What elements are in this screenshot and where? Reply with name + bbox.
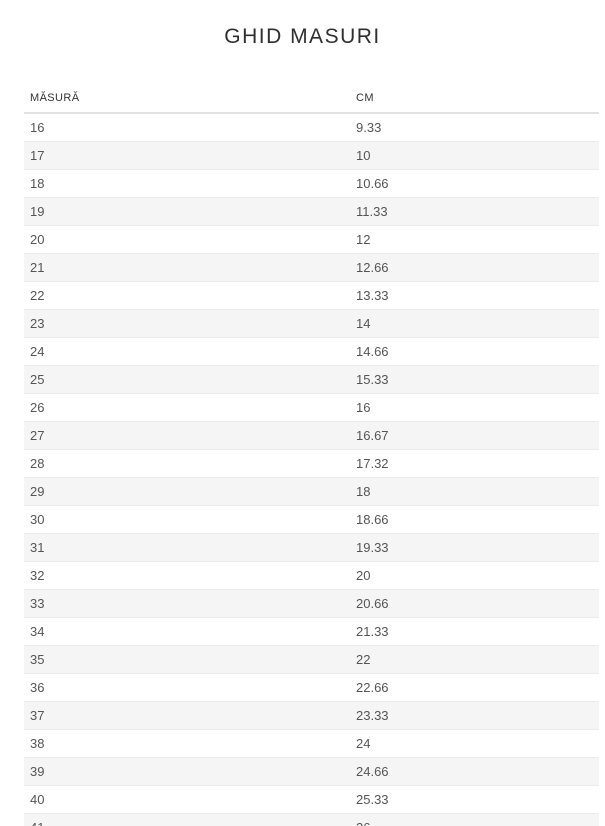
size-cell: 22 xyxy=(24,281,350,310)
cm-cell: 22.66 xyxy=(350,673,599,702)
cm-cell: 12 xyxy=(350,225,599,254)
cm-cell: 17.32 xyxy=(350,449,599,478)
cm-cell: 11.33 xyxy=(350,197,599,226)
cm-cell: 16.67 xyxy=(350,421,599,450)
table-row: 28 17.32 xyxy=(24,449,599,478)
cm-cell: 23.33 xyxy=(350,701,599,730)
size-cell: 25 xyxy=(24,365,350,394)
cm-cell: 25.33 xyxy=(350,785,599,814)
cm-cell: 20.66 xyxy=(350,589,599,618)
cm-cell: 14 xyxy=(350,309,599,338)
column-header-masura: MĂSURĂ xyxy=(24,92,350,114)
size-guide-table: MĂSURĂ CM 16 9.33 17 10 18 10.66 19 11.33 20 12 21… xyxy=(24,92,599,826)
table-row: 19 11.33 xyxy=(24,197,599,226)
cm-cell: 14.66 xyxy=(350,337,599,366)
cm-cell: 22 xyxy=(350,645,599,674)
cm-cell: 12.66 xyxy=(350,253,599,282)
size-guide-table-header: MĂSURĂ CM xyxy=(24,92,599,114)
size-cell: 41 xyxy=(24,813,350,826)
table-row: 40 25.33 xyxy=(24,785,599,814)
cm-cell: 18 xyxy=(350,477,599,506)
table-row: 24 14.66 xyxy=(24,337,599,366)
size-cell: 31 xyxy=(24,533,350,562)
table-row: 34 21.33 xyxy=(24,617,599,646)
size-cell: 40 xyxy=(24,785,350,814)
size-cell: 39 xyxy=(24,757,350,786)
cm-cell: 10.66 xyxy=(350,169,599,198)
size-cell: 20 xyxy=(24,225,350,254)
column-header-cm: CM xyxy=(350,92,599,114)
cm-cell: 15.33 xyxy=(350,365,599,394)
size-cell: 19 xyxy=(24,197,350,226)
size-cell: 37 xyxy=(24,701,350,730)
table-row: 18 10.66 xyxy=(24,169,599,198)
table-row: 26 16 xyxy=(24,393,599,422)
size-cell: 32 xyxy=(24,561,350,590)
size-cell: 35 xyxy=(24,645,350,674)
table-row: 25 15.33 xyxy=(24,365,599,394)
table-row: 20 12 xyxy=(24,225,599,254)
table-row: 21 12.66 xyxy=(24,253,599,282)
table-row: 27 16.67 xyxy=(24,421,599,450)
table-row: 32 20 xyxy=(24,561,599,590)
cm-cell: 24 xyxy=(350,729,599,758)
table-row: 29 18 xyxy=(24,477,599,506)
table-row: 23 14 xyxy=(24,309,599,338)
cm-cell: 19.33 xyxy=(350,533,599,562)
size-guide-table-body: 16 9.33 17 10 18 10.66 19 11.33 20 12 21 12.66 22 13.… xyxy=(24,113,599,826)
cm-cell: 18.66 xyxy=(350,505,599,534)
table-row: 35 22 xyxy=(24,645,599,674)
cm-cell: 20 xyxy=(350,561,599,590)
size-cell: 28 xyxy=(24,449,350,478)
size-cell: 16 xyxy=(24,113,350,142)
cm-cell: 16 xyxy=(350,393,599,422)
size-cell: 29 xyxy=(24,477,350,506)
size-cell: 26 xyxy=(24,393,350,422)
size-cell: 36 xyxy=(24,673,350,702)
table-row: 30 18.66 xyxy=(24,505,599,534)
size-cell: 17 xyxy=(24,141,350,170)
header-row: MĂSURĂ CM xyxy=(24,92,599,114)
size-cell: 38 xyxy=(24,729,350,758)
table-row: 38 24 xyxy=(24,729,599,758)
size-cell: 18 xyxy=(24,169,350,198)
size-cell: 33 xyxy=(24,589,350,618)
table-row: 17 10 xyxy=(24,141,599,170)
table-row: 4126 xyxy=(24,813,599,826)
cm-cell: 26 xyxy=(350,813,599,826)
table-row: 22 13.33 xyxy=(24,281,599,310)
size-cell: 30 xyxy=(24,505,350,534)
cm-cell: 10 xyxy=(350,141,599,170)
size-cell: 34 xyxy=(24,617,350,646)
table-row: 39 24.66 xyxy=(24,757,599,786)
table-row: 31 19.33 xyxy=(24,533,599,562)
cm-cell: 13.33 xyxy=(350,281,599,310)
size-cell: 21 xyxy=(24,253,350,282)
cm-cell: 21.33 xyxy=(350,617,599,646)
table-row: 16 9.33 xyxy=(24,113,599,142)
table-row: 33 20.66 xyxy=(24,589,599,618)
page-title: GHID MASURI xyxy=(224,25,381,48)
table-row: 37 23.33 xyxy=(24,701,599,730)
size-cell: 23 xyxy=(24,309,350,338)
table-row: 36 22.66 xyxy=(24,673,599,702)
cm-cell: 9.33 xyxy=(350,113,599,142)
cm-cell: 24.66 xyxy=(350,757,599,786)
size-cell: 24 xyxy=(24,337,350,366)
size-cell: 27 xyxy=(24,421,350,450)
